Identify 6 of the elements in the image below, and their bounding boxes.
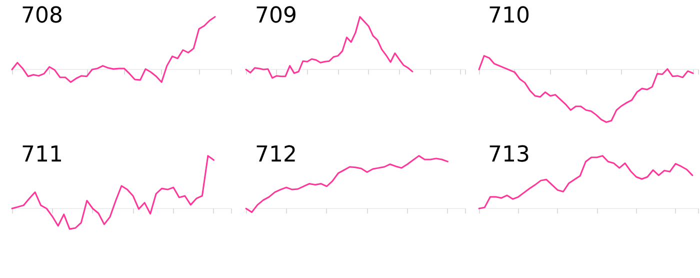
chart-title: 711: [21, 142, 63, 168]
chart-title: 708: [21, 4, 63, 28]
chart-title: 712: [254, 142, 296, 168]
chart-title: 709: [254, 4, 296, 28]
chart-title: 710: [488, 4, 530, 28]
chart-title: 713: [488, 142, 530, 168]
